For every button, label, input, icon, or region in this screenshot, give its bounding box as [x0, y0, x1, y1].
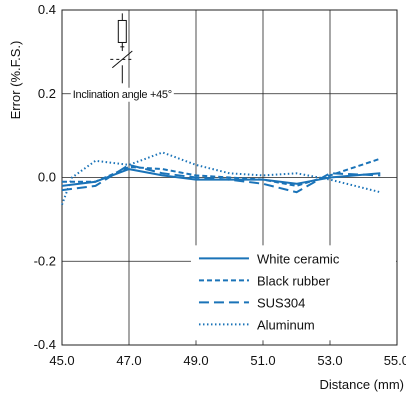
x-axis-title: Distance (mm) — [319, 377, 404, 392]
legend-label: SUS304 — [257, 295, 305, 310]
x-tick-label: 55.0 — [384, 353, 406, 368]
x-tick-label: 53.0 — [317, 353, 342, 368]
legend-background — [190, 245, 396, 341]
x-tick-label: 45.0 — [49, 353, 74, 368]
y-tick-label: -0.2 — [34, 253, 56, 268]
legend-label: White ceramic — [257, 251, 340, 266]
y-tick-label: 0.0 — [38, 170, 56, 185]
y-tick-label: 0.2 — [38, 86, 56, 101]
y-tick-label: 0.4 — [38, 2, 56, 17]
annotation: Inclination angle +45° — [70, 13, 174, 102]
series-line-4 — [61, 151, 381, 206]
plot-frame — [61, 9, 398, 346]
x-tick-label: 49.0 — [183, 353, 208, 368]
x-tick-label: 51.0 — [250, 353, 275, 368]
legend-label: Aluminum — [257, 317, 315, 332]
x-tick-label: 47.0 — [116, 353, 141, 368]
y-tick-label: -0.4 — [34, 337, 56, 352]
legend: White ceramic Black rubber SUS304 Aluminum — [190, 245, 396, 341]
sensor-icon — [110, 13, 135, 69]
sensor-body — [117, 19, 127, 43]
y-axis-title: Error (%.F.S.) — [8, 41, 23, 120]
series-lines — [61, 151, 381, 206]
series-line-3 — [61, 163, 381, 194]
incline-line — [111, 50, 133, 69]
legend-label: Black rubber — [257, 273, 331, 288]
tick-labels: -0.4 -0.2 0.0 0.2 0.4 45.0 47.0 49.0 51.0 53.0 55.… — [34, 2, 406, 368]
annotation-background — [70, 87, 174, 102]
annotation-label: Inclination angle +45° — [73, 89, 172, 101]
